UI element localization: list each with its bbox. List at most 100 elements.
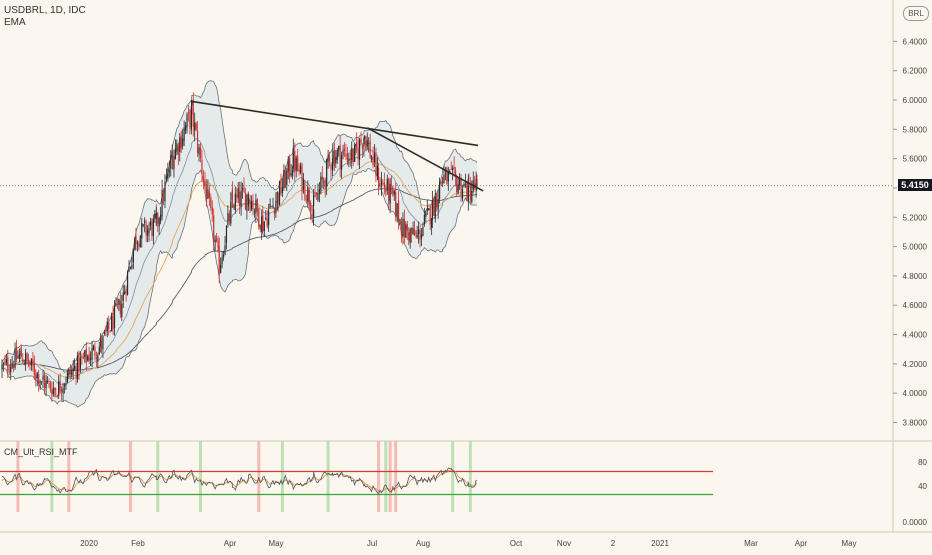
indicator-label[interactable]: EMA xyxy=(4,17,26,28)
candle-body xyxy=(471,190,473,203)
candle xyxy=(113,299,116,336)
candle-body xyxy=(46,380,49,383)
candle xyxy=(428,207,430,211)
oscillator-signal-band xyxy=(280,441,284,512)
candle xyxy=(327,149,329,169)
candle-body xyxy=(375,152,377,177)
candle-body xyxy=(423,214,425,225)
candle xyxy=(115,297,117,307)
candle xyxy=(75,363,77,385)
candle xyxy=(396,202,398,223)
candle xyxy=(433,196,435,216)
candle-body xyxy=(250,200,253,210)
candle-body xyxy=(422,226,424,237)
candle-body xyxy=(157,213,159,224)
candle xyxy=(459,172,461,190)
candle xyxy=(60,386,63,401)
symbol-title[interactable]: USDBRL, 1D, IDC xyxy=(4,5,86,16)
candle-body xyxy=(340,155,343,170)
candle-body xyxy=(121,303,123,317)
trendline[interactable] xyxy=(191,100,479,147)
candle-body xyxy=(145,223,147,236)
candle-body xyxy=(377,167,380,188)
candle xyxy=(1,359,3,378)
candle xyxy=(243,177,245,193)
candle xyxy=(22,353,24,363)
candle-body xyxy=(270,206,273,207)
candle-body xyxy=(416,235,418,237)
candle xyxy=(26,352,28,365)
candle xyxy=(23,359,25,366)
candle-body xyxy=(336,150,338,160)
candle xyxy=(48,378,50,388)
candle xyxy=(469,176,471,204)
candle xyxy=(222,250,225,261)
candle xyxy=(40,381,43,385)
candle-body xyxy=(315,198,318,200)
candle-body xyxy=(211,207,213,215)
oscillator-signal-band xyxy=(128,441,132,512)
candle xyxy=(126,270,129,296)
candle xyxy=(403,209,405,244)
oscillator-legend[interactable]: CM_Ult_RSI_MTF xyxy=(4,447,78,457)
candle-body xyxy=(65,383,67,386)
candle-body xyxy=(399,219,401,225)
candle-body xyxy=(463,184,465,187)
oscillator-pane[interactable] xyxy=(0,441,713,512)
candle-body xyxy=(425,212,427,217)
oscillator-tick-label: 80 xyxy=(918,458,927,467)
trendline[interactable] xyxy=(367,127,484,192)
candle-body xyxy=(466,181,468,200)
candle xyxy=(241,182,244,199)
candle-body xyxy=(14,348,16,369)
candle xyxy=(42,369,44,389)
candle xyxy=(167,162,169,182)
candle-body xyxy=(128,266,130,272)
candle xyxy=(237,181,239,204)
candle xyxy=(205,179,208,207)
price-pane[interactable] xyxy=(0,80,893,408)
candle-body xyxy=(55,392,57,394)
candle-body xyxy=(39,381,41,383)
candle-body xyxy=(168,170,170,173)
candle xyxy=(411,227,413,243)
candle xyxy=(261,210,263,240)
candle xyxy=(446,166,448,185)
time-tick-label: 2020 xyxy=(80,539,98,548)
candle-body xyxy=(89,358,92,360)
candle-body xyxy=(342,150,344,155)
candle-body xyxy=(59,381,61,392)
candle xyxy=(157,211,159,233)
candle-body xyxy=(385,189,387,193)
oscillator-signal-band xyxy=(377,441,381,512)
candle xyxy=(112,305,114,335)
candle-body xyxy=(461,189,464,199)
candle-body xyxy=(221,257,223,265)
candle xyxy=(252,194,254,216)
candle-body xyxy=(389,183,391,204)
candle xyxy=(399,218,401,226)
candle-body xyxy=(283,170,285,188)
candle xyxy=(158,216,160,235)
price-tick-label: 4.6000 xyxy=(903,301,928,310)
candle xyxy=(431,190,433,229)
candle xyxy=(210,193,212,212)
candle xyxy=(354,143,356,156)
candle-body xyxy=(420,234,423,239)
candle-body xyxy=(239,191,241,207)
candle-body xyxy=(186,114,188,128)
oscillator-signal-band xyxy=(388,441,392,512)
candle xyxy=(420,228,423,247)
candle xyxy=(397,190,400,230)
candle-body xyxy=(328,156,331,162)
candle xyxy=(2,361,5,372)
candle-body xyxy=(439,181,441,199)
currency-badge[interactable]: BRL xyxy=(903,6,929,21)
price-tick-label: 4.0000 xyxy=(903,389,928,398)
candle xyxy=(315,191,318,200)
candle-body xyxy=(26,352,28,360)
candle xyxy=(422,222,424,237)
candle xyxy=(382,178,384,186)
candle xyxy=(343,142,346,158)
